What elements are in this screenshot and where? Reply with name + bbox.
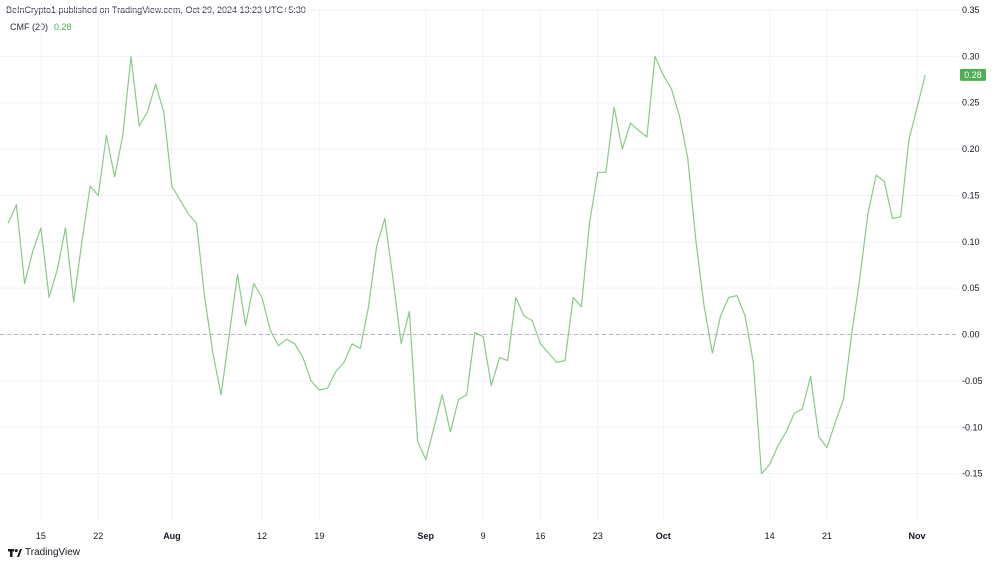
x-tick-label: 15 [36, 531, 46, 541]
indicator-name: CMF (20) [10, 22, 48, 32]
x-tick-label: Aug [163, 531, 181, 541]
last-value-label: 0.28 [964, 70, 982, 80]
y-tick-label: -0.05 [962, 376, 983, 386]
brand-name: TradingView [25, 547, 81, 558]
grid-layer [0, 9, 958, 520]
x-tick-label: 12 [257, 531, 267, 541]
x-tick-label: Oct [656, 531, 671, 541]
cmf-series-line [7, 55, 926, 475]
x-tick-label: Sep [418, 531, 435, 541]
series-layer [7, 55, 926, 475]
x-tick-label: 9 [481, 531, 486, 541]
x-tick-label: 14 [765, 531, 775, 541]
y-axis: 0.35 0.30 0.25 0.20 0.15 0.10 0.05 0.00 -0.05 -0.… [962, 5, 983, 479]
y-tick-label: 0.15 [962, 190, 980, 200]
tradingview-brand[interactable]: TradingView [8, 547, 80, 558]
y-tick-label: -0.10 [962, 422, 983, 432]
x-axis: 15 22 Aug 12 19 Sep 9 16 23 Oct 14 21 Nov [36, 531, 926, 541]
x-tick-label: 22 [93, 531, 103, 541]
y-tick-label: 0.00 [962, 330, 980, 340]
x-tick-label: Nov [909, 531, 926, 541]
y-tick-label: 0.25 [962, 98, 980, 108]
x-tick-label: 19 [314, 531, 324, 541]
tradingview-logo-icon [8, 548, 22, 557]
last-value-badge [960, 68, 986, 81]
x-tick-label: 21 [822, 531, 832, 541]
y-tick-label: 0.05 [962, 283, 980, 293]
y-tick-label: -0.15 [962, 469, 983, 479]
y-tick-label: 0.30 [962, 51, 980, 61]
y-tick-label: 0.10 [962, 237, 980, 247]
indicator-legend[interactable]: CMF (20) 0.28 [10, 22, 72, 32]
y-tick-label: 0.35 [962, 5, 980, 15]
indicator-value: 0.28 [54, 22, 72, 32]
x-tick-label: 23 [593, 531, 603, 541]
y-tick-label: 0.20 [962, 144, 980, 154]
last-value-layer: 0.28 [960, 68, 986, 81]
x-tick-label: 16 [535, 531, 545, 541]
